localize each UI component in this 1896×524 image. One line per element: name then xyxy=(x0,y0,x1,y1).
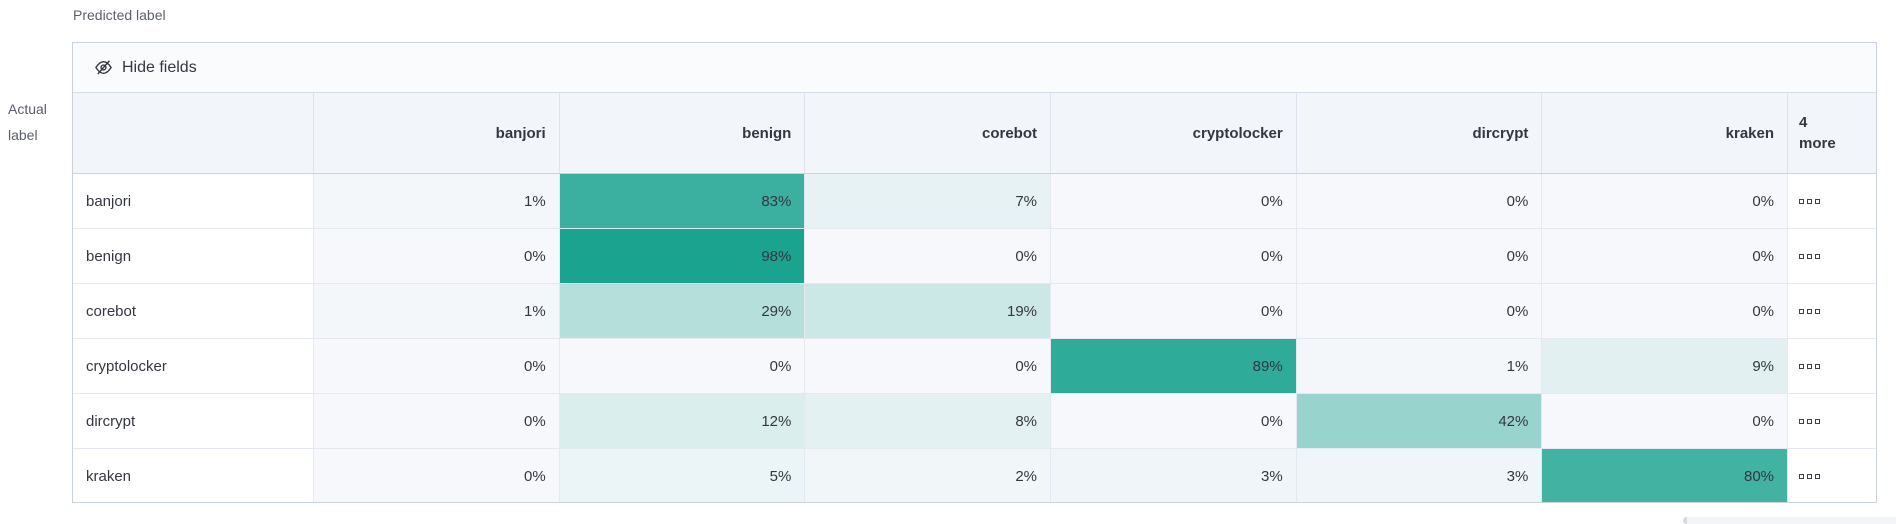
cell-benign-corebot[interactable]: 0% xyxy=(805,229,1052,283)
cell-benign-cryptolocker[interactable]: 0% xyxy=(1051,229,1297,283)
cell-benign-benign[interactable]: 98% xyxy=(559,229,806,283)
column-header-banjori[interactable]: banjori xyxy=(314,93,560,173)
cell-kraken-dircrypt[interactable]: 3% xyxy=(1296,449,1543,502)
cell-cryptolocker-banjori[interactable]: 0% xyxy=(314,339,560,393)
cell-corebot-benign[interactable]: 29% xyxy=(559,284,806,338)
cell-banjori-benign[interactable]: 83% xyxy=(559,174,806,228)
cell-dircrypt-dircrypt[interactable]: 42% xyxy=(1296,394,1543,448)
cell-kraken-cryptolocker[interactable]: 3% xyxy=(1051,449,1297,502)
header-columns: banjori benign corebot cryptolocker dircrypt… xyxy=(314,93,1789,173)
cell-dircrypt-cryptolocker[interactable]: 0% xyxy=(1051,394,1297,448)
cell-dircrypt-kraken[interactable]: 0% xyxy=(1542,394,1789,448)
cell-banjori-kraken[interactable]: 0% xyxy=(1542,174,1789,228)
grid-row-benign: benign 0% 98% 0% 0% 0% 0% xyxy=(73,229,1876,284)
more-columns-header-label: 4 more xyxy=(1799,114,1836,152)
cell-kraken-banjori[interactable]: 0% xyxy=(314,449,560,502)
cell-cryptolocker-cryptolocker[interactable]: 89% xyxy=(1051,339,1297,393)
row-more-cell-corebot xyxy=(1788,284,1876,338)
column-header-corebot[interactable]: corebot xyxy=(805,93,1052,173)
row-more-cell-kraken xyxy=(1788,449,1876,502)
grid-row-kraken: kraken 0% 5% 2% 3% 3% 80% xyxy=(73,449,1876,502)
grid-header-row: banjori benign corebot cryptolocker dircrypt… xyxy=(73,93,1876,174)
boxes-horizontal-icon[interactable] xyxy=(1799,253,1821,259)
more-columns-header-cell[interactable]: 4 more xyxy=(1788,93,1876,173)
cell-cryptolocker-benign[interactable]: 0% xyxy=(559,339,806,393)
scrollbar-thumb-edge xyxy=(1683,517,1687,524)
cell-corebot-cryptolocker[interactable]: 0% xyxy=(1051,284,1297,338)
cell-cryptolocker-corebot[interactable]: 0% xyxy=(805,339,1052,393)
column-header-dircrypt[interactable]: dircrypt xyxy=(1297,93,1543,173)
cell-banjori-cryptolocker[interactable]: 0% xyxy=(1051,174,1297,228)
cell-kraken-corebot[interactable]: 2% xyxy=(805,449,1052,502)
row-label-corebot[interactable]: corebot xyxy=(73,284,314,338)
boxes-horizontal-icon[interactable] xyxy=(1799,198,1821,204)
data-grid-toolbar: Hide fields xyxy=(73,43,1876,93)
cell-kraken-kraken[interactable]: 80% xyxy=(1542,449,1789,502)
grid-row-banjori: banjori 1% 83% 7% 0% 0% 0% xyxy=(73,174,1876,229)
row-more-cell-benign xyxy=(1788,229,1876,283)
header-corner-cell xyxy=(73,93,314,173)
cell-banjori-dircrypt[interactable]: 0% xyxy=(1296,174,1543,228)
grid-body: banjori 1% 83% 7% 0% 0% 0% benign 0% 98% 0% 0% 0% 0% c… xyxy=(73,174,1876,502)
row-more-cell-cryptolocker xyxy=(1788,339,1876,393)
cell-banjori-banjori[interactable]: 1% xyxy=(314,174,560,228)
cell-cryptolocker-kraken[interactable]: 9% xyxy=(1542,339,1789,393)
eye-closed-icon xyxy=(94,58,113,77)
row-label-cryptolocker[interactable]: cryptolocker xyxy=(73,339,314,393)
actual-label-axis-title: Actual label xyxy=(8,101,47,143)
cell-corebot-corebot[interactable]: 19% xyxy=(805,284,1052,338)
confusion-matrix-data-grid: Hide fields banjori benign corebot cryptolo… xyxy=(72,42,1877,503)
column-header-cryptolocker[interactable]: cryptolocker xyxy=(1051,93,1297,173)
column-header-benign[interactable]: benign xyxy=(560,93,806,173)
row-label-dircrypt[interactable]: dircrypt xyxy=(73,394,314,448)
cell-corebot-kraken[interactable]: 0% xyxy=(1542,284,1789,338)
cell-corebot-dircrypt[interactable]: 0% xyxy=(1296,284,1543,338)
row-more-cell-banjori xyxy=(1788,174,1876,228)
cell-dircrypt-corebot[interactable]: 8% xyxy=(805,394,1052,448)
boxes-horizontal-icon[interactable] xyxy=(1799,474,1821,479)
row-label-benign[interactable]: benign xyxy=(73,229,314,283)
cell-benign-banjori[interactable]: 0% xyxy=(314,229,560,283)
boxes-horizontal-icon[interactable] xyxy=(1799,418,1821,424)
row-label-banjori[interactable]: banjori xyxy=(73,174,314,228)
grid-row-cryptolocker: cryptolocker 0% 0% 0% 89% 1% 9% xyxy=(73,339,1876,394)
cell-dircrypt-benign[interactable]: 12% xyxy=(559,394,806,448)
grid-row-corebot: corebot 1% 29% 19% 0% 0% 0% xyxy=(73,284,1876,339)
horizontal-scrollbar[interactable] xyxy=(1683,517,1896,524)
cell-banjori-corebot[interactable]: 7% xyxy=(805,174,1052,228)
boxes-horizontal-icon[interactable] xyxy=(1799,308,1821,314)
column-header-kraken[interactable]: kraken xyxy=(1542,93,1789,173)
cell-dircrypt-banjori[interactable]: 0% xyxy=(314,394,560,448)
row-more-cell-dircrypt xyxy=(1788,394,1876,448)
cell-cryptolocker-dircrypt[interactable]: 1% xyxy=(1296,339,1543,393)
predicted-label-axis-title: Predicted label xyxy=(73,7,166,23)
cell-kraken-benign[interactable]: 5% xyxy=(559,449,806,502)
cell-benign-dircrypt[interactable]: 0% xyxy=(1296,229,1543,283)
row-label-kraken[interactable]: kraken xyxy=(73,449,314,502)
cell-corebot-banjori[interactable]: 1% xyxy=(314,284,560,338)
cell-benign-kraken[interactable]: 0% xyxy=(1542,229,1789,283)
boxes-horizontal-icon[interactable] xyxy=(1799,363,1821,369)
hide-fields-button[interactable]: Hide fields xyxy=(94,58,197,77)
grid-row-dircrypt: dircrypt 0% 12% 8% 0% 42% 0% xyxy=(73,394,1876,449)
hide-fields-label: Hide fields xyxy=(122,58,197,76)
